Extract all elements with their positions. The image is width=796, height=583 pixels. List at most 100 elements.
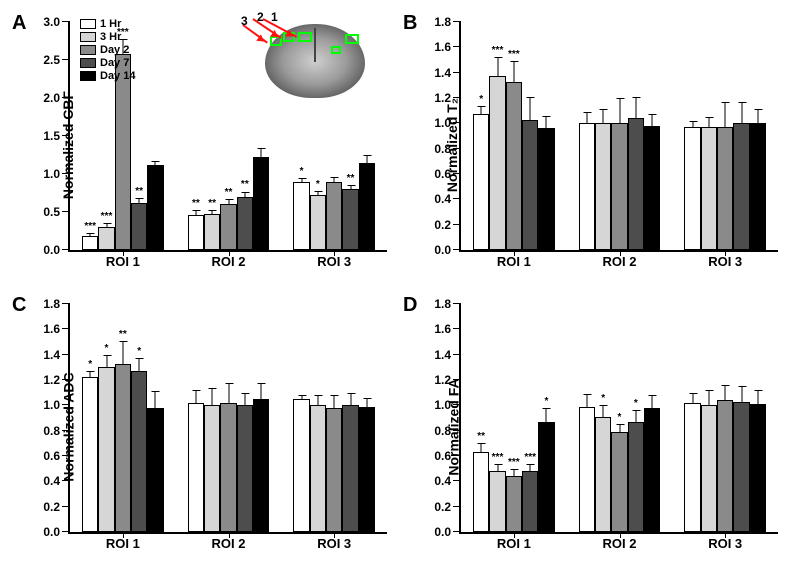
bar [188,215,204,250]
bar [131,203,147,250]
y-tick [453,249,461,250]
bar [733,402,749,532]
significance-marker: ** [135,186,143,197]
bar [253,157,269,250]
y-tick [62,135,70,136]
bar [684,403,700,532]
bar-group: *****ROI 1 [70,304,176,532]
error-bar [195,390,196,403]
bar [310,405,326,532]
y-tick-label: 0.6 [434,167,451,181]
x-tick [123,250,124,256]
panel-id-label: C [12,294,26,317]
bar [82,236,98,250]
error-bar [652,114,653,125]
bar-group: ***ROI 2 [567,304,673,532]
panel-id-label: D [403,294,417,317]
bar [204,405,220,532]
bar [115,54,131,250]
bar-group: ROI 3 [672,304,778,532]
error-bar [603,109,604,123]
roi-number-label: 1 [271,10,278,24]
y-tick [453,354,461,355]
bar [644,126,660,250]
y-tick [62,404,70,405]
error-bar [301,178,302,182]
error-bar [635,410,636,421]
error-bar [741,386,742,401]
y-tick [62,249,70,250]
significance-marker: * [601,393,605,404]
y-tick-label: 0.6 [434,449,451,463]
legend-label: 3 Hr [100,31,121,43]
error-bar [317,191,318,195]
legend-swatch [80,32,96,42]
y-tick [62,59,70,60]
error-bar [481,106,482,115]
plot-area: 0.00.20.40.60.81.01.21.41.61.8*****ROI 1… [68,304,387,534]
y-tick-label: 0.2 [434,500,451,514]
error-bar [106,223,107,227]
error-bar [195,210,196,215]
error-bar [228,383,229,403]
error-bar [350,185,351,190]
group-label: ROI 2 [212,536,246,551]
error-bar [481,443,482,452]
legend-swatch [80,71,96,81]
bar [595,123,611,250]
y-tick [62,354,70,355]
x-tick [123,532,124,538]
error-bar [90,371,91,377]
legend-label: 1 Hr [100,18,121,30]
y-tick [453,97,461,98]
y-tick-label: 1.0 [434,398,451,412]
significance-marker: * [137,346,141,357]
y-tick-label: 1.6 [43,322,60,336]
y-tick-label: 1.2 [434,373,451,387]
bar [684,127,700,250]
y-tick-label: 0.0 [434,243,451,257]
y-tick [453,224,461,225]
bar [147,165,163,250]
bar [253,399,269,532]
group-label: ROI 3 [708,536,742,551]
y-tick-label: 0.0 [43,525,60,539]
bar [701,127,717,250]
x-tick [514,532,515,538]
panel-D: DNormalized FA0.00.20.40.60.81.01.21.41.… [401,292,786,562]
legend-item: Day 14 [80,70,135,82]
x-tick [334,532,335,538]
y-tick-label: 0.0 [43,243,60,257]
y-tick [453,148,461,149]
significance-marker: * [88,359,92,370]
bar-group: *******ROI 1 [461,22,567,250]
legend-item: Day 2 [80,44,135,56]
group-label: ROI 3 [317,536,351,551]
panel-B: BNormalized T₂0.00.20.40.60.81.01.21.41.… [401,10,786,280]
significance-marker: *** [84,221,96,232]
bar [595,417,611,532]
significance-marker: *** [508,457,520,468]
bar [188,403,204,532]
group-label: ROI 1 [106,254,140,269]
bar [522,120,538,250]
y-tick-label: 3.0 [43,15,60,29]
x-tick [725,250,726,256]
legend-swatch [80,19,96,29]
error-bar [228,199,229,204]
significance-marker: * [105,343,109,354]
y-tick [453,506,461,507]
significance-marker: *** [508,49,520,60]
bar [115,364,131,532]
y-tick [453,21,461,22]
group-label: ROI 1 [497,536,531,551]
error-bar [725,385,726,400]
x-tick [229,250,230,256]
error-bar [708,390,709,405]
bar [750,404,766,532]
group-label: ROI 1 [497,254,531,269]
bar [717,127,733,250]
error-bar [497,57,498,76]
bar [82,377,98,532]
y-tick-label: 1.8 [43,297,60,311]
